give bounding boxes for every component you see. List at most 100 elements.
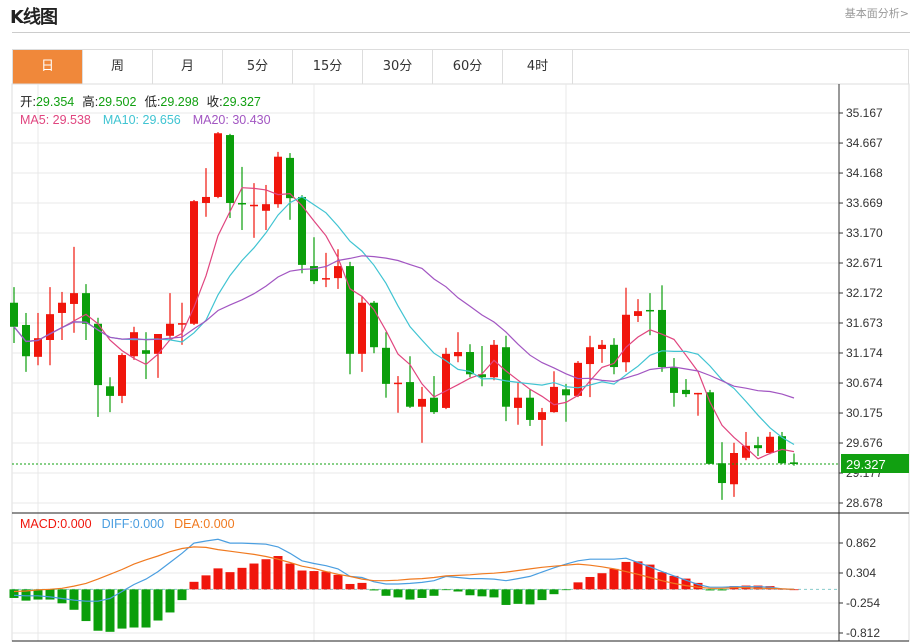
candle-body — [154, 333, 162, 354]
candle — [190, 199, 198, 325]
macd-bar — [117, 589, 127, 629]
candle-body — [58, 302, 66, 313]
macd-bar — [333, 574, 343, 590]
candle-body — [262, 204, 270, 211]
candle-body — [106, 386, 114, 396]
macd-bar — [357, 582, 367, 590]
macd-bar — [453, 589, 463, 592]
macd-bar — [177, 589, 187, 601]
tab-5min[interactable]: 5分 — [223, 50, 293, 84]
candle-body — [670, 367, 678, 393]
candle-body — [634, 311, 642, 316]
macd-bar — [513, 589, 523, 604]
macd-bar — [321, 571, 331, 590]
ma-lines — [12, 187, 839, 465]
candle — [598, 340, 606, 363]
candle-body — [10, 302, 18, 327]
candle — [226, 133, 234, 218]
candle-body — [310, 266, 318, 282]
candle — [322, 252, 330, 288]
ma20-legend: MA20: 30.430 — [193, 113, 271, 127]
candle-body — [394, 382, 402, 385]
macd-bar — [405, 589, 415, 600]
candle-body — [742, 445, 750, 458]
high-value: 29.502 — [98, 95, 136, 109]
ohlc-legend: 开:29.354 高:29.502 低:29.298 收:29.327 MA5: 29… — [20, 94, 271, 531]
candle — [10, 287, 18, 344]
candle-body — [478, 374, 486, 378]
price-axis: 35.167 34.667 34.168 33.669 33.170 32.671 32.1… — [12, 84, 909, 642]
tab-month[interactable]: 月 — [153, 50, 223, 84]
candle-body — [382, 347, 390, 384]
candle-body — [130, 332, 138, 357]
macd-bar — [105, 589, 115, 632]
candle — [766, 431, 774, 455]
grid-lines — [11, 83, 910, 642]
candle-body — [70, 293, 78, 304]
tab-30min[interactable]: 30分 — [363, 50, 433, 84]
macd-bar — [201, 575, 211, 590]
macd-bar — [393, 589, 403, 598]
macd-bar — [585, 576, 595, 590]
candle — [682, 379, 690, 398]
candle — [34, 312, 42, 366]
candle — [58, 291, 66, 341]
candle — [94, 317, 102, 417]
ma20-line — [13, 255, 795, 399]
macd-bar — [141, 589, 151, 628]
candle-body — [46, 314, 54, 341]
candle-body — [646, 309, 654, 312]
macd-bar — [81, 589, 91, 622]
candle-body — [454, 352, 462, 357]
macd-bar — [489, 589, 499, 598]
tab-60min[interactable]: 60分 — [433, 50, 503, 84]
candle — [82, 284, 90, 341]
candle — [106, 377, 114, 413]
macd-bar — [753, 585, 763, 590]
macd-bar — [597, 573, 607, 590]
candle-body — [550, 386, 558, 413]
candle-body — [142, 350, 150, 354]
candle — [478, 346, 486, 387]
candle-body — [274, 156, 282, 205]
tab-day[interactable]: 日 — [13, 50, 83, 84]
candle — [346, 261, 354, 375]
macd-bar — [381, 589, 391, 596]
macd-bar — [789, 589, 799, 591]
candle — [514, 382, 522, 425]
candle — [130, 326, 138, 360]
price-tick-label: 32.172 — [846, 286, 883, 300]
price-tick-label: 34.667 — [846, 136, 883, 150]
close-label: 收: — [207, 95, 223, 109]
candle — [202, 168, 210, 217]
candle-body — [598, 344, 606, 350]
macd-bar — [249, 563, 259, 590]
candle — [382, 332, 390, 398]
fundamentals-link[interactable]: 基本面分析> — [844, 7, 909, 20]
tab-4hour[interactable]: 4时 — [503, 50, 573, 84]
macd-bar — [345, 583, 355, 590]
macd-bar — [225, 572, 235, 590]
candle — [118, 353, 126, 404]
macd-bar — [441, 589, 451, 591]
macd-tick-label: -0.812 — [846, 626, 880, 640]
macd-bar — [21, 589, 31, 601]
tab-week[interactable]: 周 — [83, 50, 153, 84]
high-label: 高: — [82, 94, 98, 109]
macd-bar — [477, 589, 487, 597]
macd-bar — [369, 589, 379, 591]
candle-body — [34, 338, 42, 357]
candle — [646, 293, 654, 336]
tab-15min[interactable]: 15分 — [293, 50, 363, 84]
candle — [334, 249, 342, 289]
macd-bar — [633, 561, 643, 590]
candle-body — [178, 323, 186, 325]
macd-bar — [717, 589, 727, 591]
price-tick-label: 30.674 — [846, 376, 883, 390]
candle-body — [766, 436, 774, 453]
candle-body — [610, 344, 618, 368]
macd-bar — [525, 589, 535, 605]
candle — [550, 371, 558, 413]
